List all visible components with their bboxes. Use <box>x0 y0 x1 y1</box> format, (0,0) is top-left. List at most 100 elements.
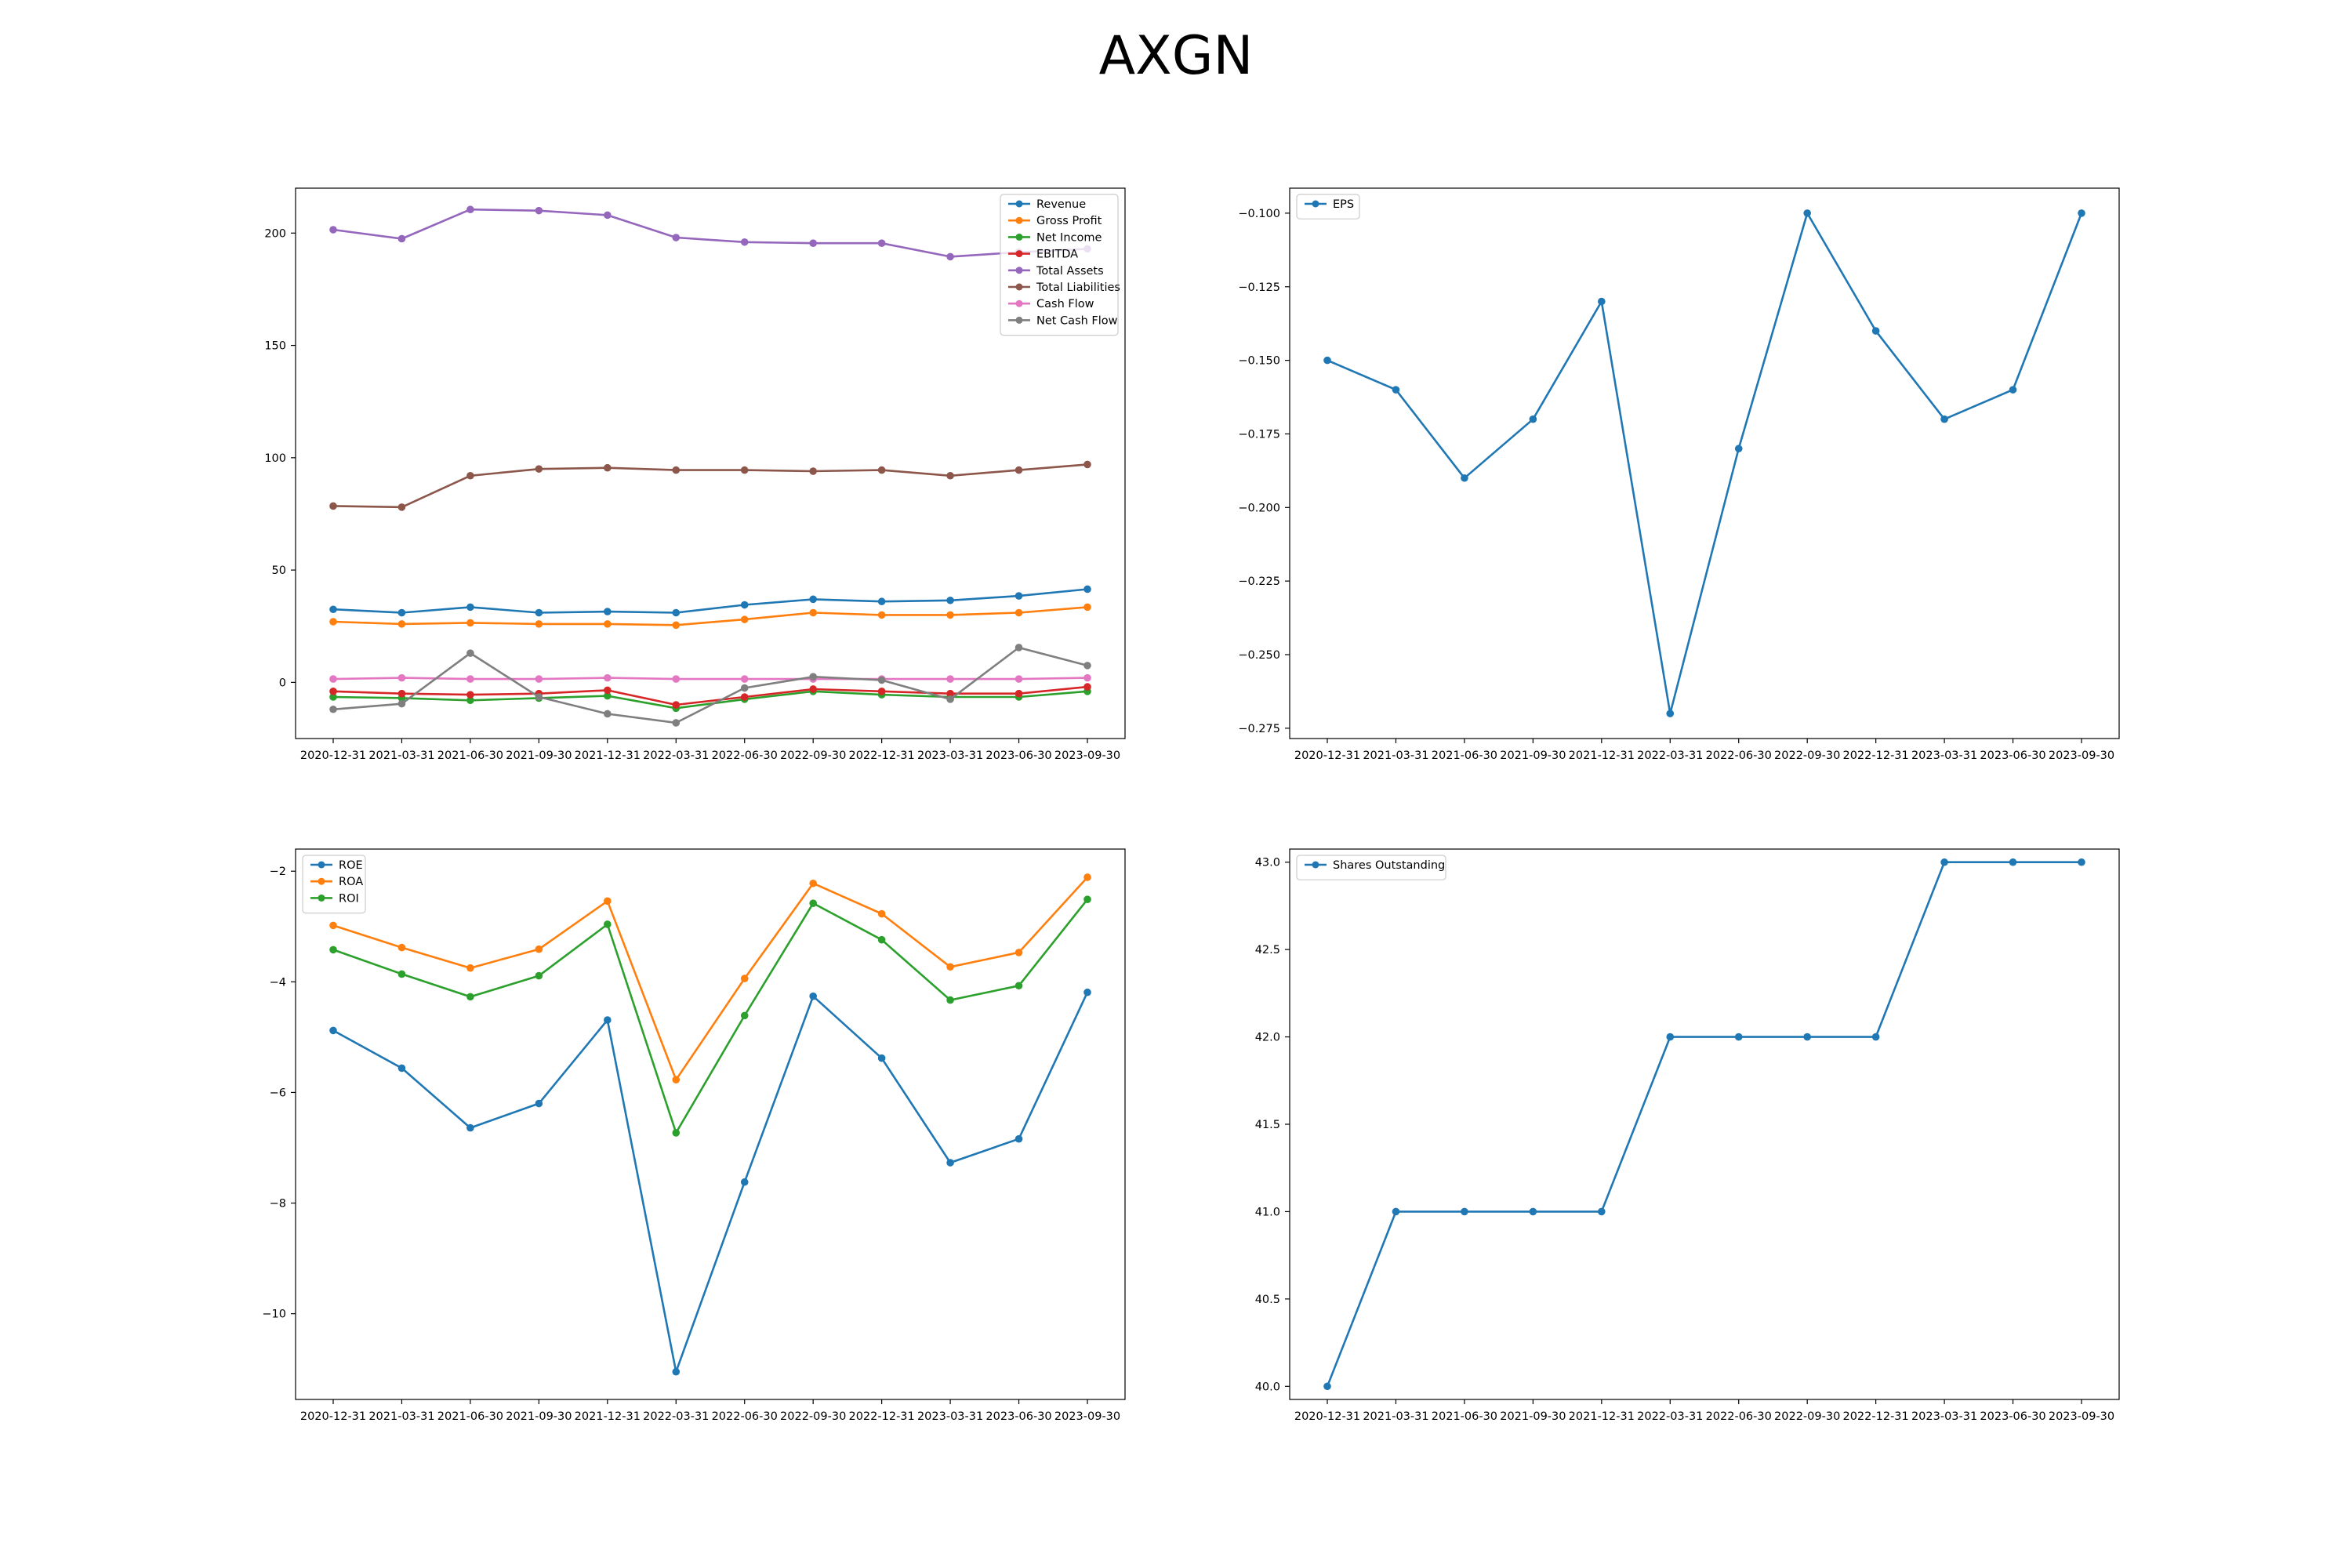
x-tick-label: 2022-12-31 <box>1842 1410 1908 1423</box>
data-point <box>1014 608 1023 617</box>
legend-label: Net Cash Flow <box>1036 314 1118 327</box>
data-point <box>672 1367 681 1376</box>
data-point <box>877 688 886 695</box>
series-line-gross-profit <box>332 606 1088 626</box>
data-point <box>740 693 749 701</box>
data-point <box>1083 603 1091 612</box>
series-line-ebitda <box>332 685 1088 706</box>
x-tick-label: 2021-09-30 <box>506 750 572 762</box>
data-point <box>740 975 749 982</box>
data-point <box>535 971 543 980</box>
plot-frame <box>295 187 1126 739</box>
data-point <box>672 466 681 474</box>
data-point <box>466 649 474 657</box>
data-point <box>672 621 681 630</box>
x-tick-label: 2020-12-31 <box>300 1410 366 1423</box>
data-point <box>1871 327 1880 335</box>
legend-label: Shares Outstanding <box>1333 859 1445 872</box>
x-tick-label: 2023-06-30 <box>985 1410 1051 1423</box>
y-tick-label: 42.5 <box>1255 944 1280 956</box>
data-point <box>877 597 886 606</box>
legend-box <box>1296 855 1446 880</box>
data-point <box>1014 689 1023 698</box>
legend-marker <box>1312 200 1319 208</box>
y-tick-label: −10 <box>262 1308 286 1321</box>
legend-label: Revenue <box>1036 198 1086 211</box>
data-point <box>1666 1033 1675 1041</box>
legend-label: Net Income <box>1036 231 1102 244</box>
y-tick-label: −0.100 <box>1238 208 1280 220</box>
x-tick-label: 2021-03-31 <box>1363 1410 1428 1423</box>
data-point <box>397 608 406 617</box>
data-point <box>1734 1033 1743 1041</box>
data-point <box>877 466 886 474</box>
legend-label: Cash Flow <box>1036 298 1094 310</box>
data-point <box>329 618 337 626</box>
data-point <box>2078 209 2085 217</box>
data-point <box>604 673 612 682</box>
data-point <box>946 996 954 1004</box>
data-point <box>1083 585 1091 593</box>
y-tick-label: 40.0 <box>1255 1381 1280 1393</box>
series-line-roa <box>332 877 1088 1081</box>
series-line-total-liabilities <box>332 463 1088 509</box>
data-point <box>604 620 612 628</box>
data-point <box>535 465 543 473</box>
data-point <box>1083 895 1091 904</box>
data-point <box>672 675 681 683</box>
data-point <box>946 596 954 604</box>
x-tick-label: 2022-09-30 <box>780 1410 846 1423</box>
data-point <box>604 897 612 906</box>
data-point <box>672 719 681 727</box>
data-point <box>329 605 337 614</box>
data-point <box>1083 683 1091 691</box>
data-point <box>1598 1207 1606 1216</box>
y-tick-label: 0 <box>279 677 286 689</box>
legend-label: ROA <box>339 876 363 888</box>
data-point <box>329 675 337 683</box>
legend-marker <box>318 861 325 869</box>
data-point <box>1461 474 1468 482</box>
data-point <box>1083 873 1091 881</box>
x-tick-label: 2021-09-30 <box>1500 1410 1566 1423</box>
y-tick-label: 43.0 <box>1255 857 1280 869</box>
data-point <box>604 920 612 928</box>
series-line-roi <box>332 898 1089 1134</box>
x-tick-label: 2023-03-31 <box>917 1410 983 1423</box>
data-point <box>1940 415 1948 423</box>
y-tick-label: −8 <box>270 1198 286 1210</box>
data-point <box>535 675 543 683</box>
data-point <box>740 684 749 692</box>
legend-marker <box>1312 861 1319 869</box>
y-tick-label: −0.150 <box>1238 355 1280 368</box>
data-point <box>397 689 406 698</box>
x-tick-label: 2021-12-31 <box>1569 1410 1635 1423</box>
series-line-shares-outstanding <box>1326 861 2082 1387</box>
data-point <box>1323 356 1331 365</box>
data-point <box>466 675 474 683</box>
data-point <box>535 945 543 953</box>
legend-marker <box>1015 267 1023 274</box>
x-tick-label: 2023-06-30 <box>1980 1410 2045 1423</box>
y-tick-label: 41.5 <box>1255 1119 1280 1131</box>
legend-marker <box>1015 299 1023 307</box>
x-tick-label: 2022-03-31 <box>643 750 709 762</box>
data-point <box>466 619 474 627</box>
x-tick-label: 2022-09-30 <box>1774 1410 1840 1423</box>
subplot-returns: 2020-12-31 2021-03-31 2021-06-30 2021-09-30… <box>262 848 1126 1423</box>
data-point <box>946 611 954 619</box>
legend-marker <box>318 877 325 885</box>
data-point <box>466 691 474 699</box>
data-point <box>604 691 612 700</box>
legend-marker <box>1015 283 1023 291</box>
x-tick-label: 2021-12-31 <box>1569 750 1635 762</box>
data-point <box>740 675 749 683</box>
x-tick-label: 2021-12-31 <box>575 1410 641 1423</box>
legend-marker <box>318 894 325 902</box>
x-tick-label: 2021-12-31 <box>575 750 641 762</box>
x-tick-label: 2021-06-30 <box>1432 1410 1497 1423</box>
data-point <box>535 206 543 215</box>
x-tick-label: 2022-06-30 <box>1706 750 1772 762</box>
data-point <box>1529 1207 1537 1216</box>
legend-marker <box>1015 316 1023 324</box>
